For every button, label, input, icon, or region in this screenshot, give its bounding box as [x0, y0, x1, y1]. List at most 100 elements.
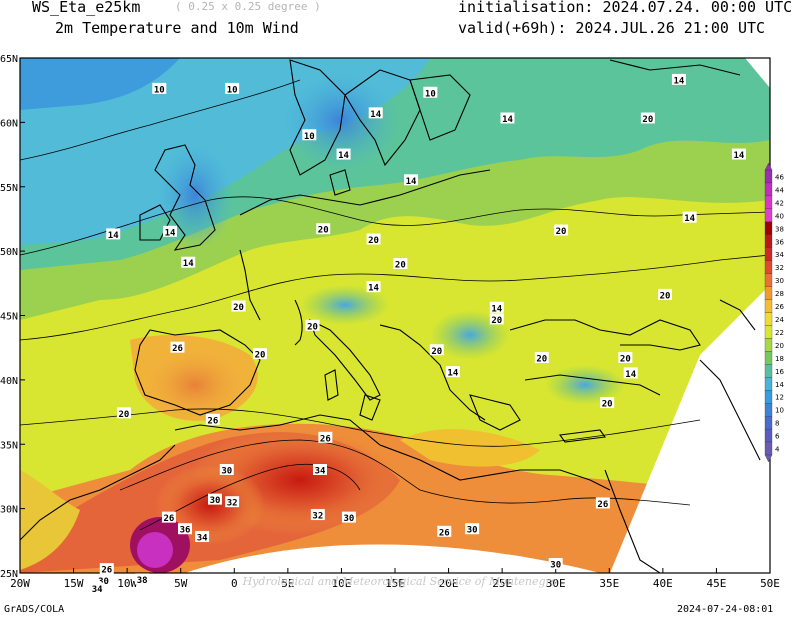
colorbar-value: 30: [775, 277, 784, 285]
colorbar-swatch: [764, 312, 773, 326]
lon-tick-label: 50E: [760, 577, 780, 590]
contour-label-bg: [178, 523, 192, 535]
contour-label: 14: [491, 304, 502, 314]
contour-label: 26: [164, 514, 175, 524]
contour-label-bg: [99, 563, 114, 575]
contour-label: 14: [734, 151, 745, 161]
lon-tick-label: 5W: [174, 577, 188, 590]
contour-label: 26: [207, 416, 218, 426]
lon-tick-label: 0: [231, 577, 238, 590]
colorbar-value: 32: [775, 264, 784, 272]
contour-label-bg: [219, 464, 234, 475]
colorbar-swatch: [764, 325, 773, 339]
contour-label: 10: [425, 89, 436, 99]
contour-label: 20: [119, 410, 130, 420]
contour-label: 34: [315, 467, 326, 477]
contour-label-bg: [366, 233, 381, 245]
contour-label-bg: [116, 407, 131, 419]
contour-label-bg: [489, 301, 504, 313]
colorbar-swatch: [764, 364, 773, 378]
contour-label: 34: [92, 585, 103, 595]
lat-tick-label: 65N: [0, 54, 18, 65]
contour-label-bg: [96, 574, 111, 586]
lon-tick-label: 5E: [281, 577, 294, 590]
contour-label-bg: [500, 112, 515, 124]
grid-resolution: ( 0.25 x 0.25 degree ): [175, 0, 321, 13]
temperature-field: [20, 58, 770, 573]
colorbar-swatch: [764, 234, 773, 248]
contour-label-bg: [225, 496, 240, 508]
lon-tick-label: 10E: [331, 577, 351, 590]
contour-label: 10: [304, 132, 315, 142]
contour-label: 14: [674, 76, 685, 86]
initialisation-time: initialisation: 2024.07.24. 00:00 UTC: [458, 0, 793, 16]
contour-label: 20: [233, 303, 244, 313]
colorbar-swatch: [764, 377, 773, 391]
valid-time: valid(+69h): 2024.JUL.26 21:00 UTC: [458, 19, 766, 37]
colorbar-value: 34: [775, 251, 784, 259]
grads-credit: GrADS/COLA: [4, 604, 65, 615]
contour-label-bg: [445, 366, 460, 378]
colorbar-value: 6: [775, 433, 780, 441]
contour-label: 32: [227, 499, 238, 509]
contour-label: 14: [368, 284, 379, 294]
colorbar-swatch: [764, 260, 773, 274]
contour-label-bg: [731, 148, 746, 160]
lat-tick-label: 35N: [0, 440, 18, 451]
colorbar-value: 22: [775, 329, 784, 337]
contour-label-bg: [305, 319, 320, 331]
contour-label-bg: [231, 300, 246, 312]
contour-label: 30: [221, 467, 232, 477]
contour-label-bg: [341, 511, 356, 523]
contour-label: 20: [620, 354, 631, 364]
lat-tick-label: 60N: [0, 118, 18, 129]
contour-label: 38: [137, 576, 148, 586]
contour-label-bg: [135, 573, 150, 585]
field-title: 2m Temperature and 10m Wind: [55, 19, 299, 37]
lon-tick-label: 35E: [599, 577, 619, 590]
colorbar-swatch: [764, 441, 773, 456]
contour-label: 36: [180, 526, 191, 536]
colorbar-value: 18: [775, 355, 784, 363]
contour-label-bg: [310, 509, 325, 521]
contour-label-bg: [489, 313, 504, 325]
colorbar-value: 20: [775, 342, 784, 350]
colorbar-swatch: [764, 415, 773, 430]
lat-tick-label: 40N: [0, 376, 18, 387]
lon-tick-label: 20E: [439, 577, 459, 590]
contour-label: 20: [307, 322, 318, 332]
contour-label: 30: [98, 577, 109, 587]
colorbar-value: 12: [775, 394, 784, 402]
contour-label: 10: [227, 85, 238, 95]
contour-label: 14: [447, 369, 458, 379]
contour-label: 20: [368, 236, 379, 246]
lon-tick-label: 10W: [117, 577, 137, 590]
contour-label: 14: [338, 151, 349, 161]
contour-label-bg: [534, 351, 549, 363]
contour-label-bg: [554, 224, 569, 236]
contour-label: 20: [556, 227, 567, 237]
latitude-axis: 65N 60N 55N 50N 45N 40N 35N 30N 25N: [0, 54, 25, 580]
lon-tick-label: 15W: [64, 577, 84, 590]
contour-label: 26: [320, 434, 331, 444]
contour-label-bg: [208, 493, 222, 505]
colorbar-value: 4: [775, 446, 780, 454]
contour-label-bg: [316, 223, 331, 235]
contour-label: 26: [439, 528, 450, 538]
contour-label: 14: [183, 259, 194, 269]
colorbar-value: 28: [775, 290, 784, 298]
contour-label: 26: [172, 344, 183, 354]
lat-tick-label: 25N: [0, 569, 18, 580]
contour-label-bg: [90, 582, 105, 594]
contour-label-bg: [161, 511, 176, 523]
colorbar-swatch: [764, 338, 773, 352]
contour-label: 30: [210, 496, 221, 506]
colorbar-swatch: [764, 169, 773, 184]
lon-tick-label: 45E: [706, 577, 726, 590]
colorbar-swatch: [764, 351, 773, 365]
contour-label: 14: [108, 231, 119, 241]
contour-label: 20: [642, 115, 653, 125]
contour-label: 10: [154, 85, 165, 95]
contour-label-bg: [106, 228, 121, 240]
